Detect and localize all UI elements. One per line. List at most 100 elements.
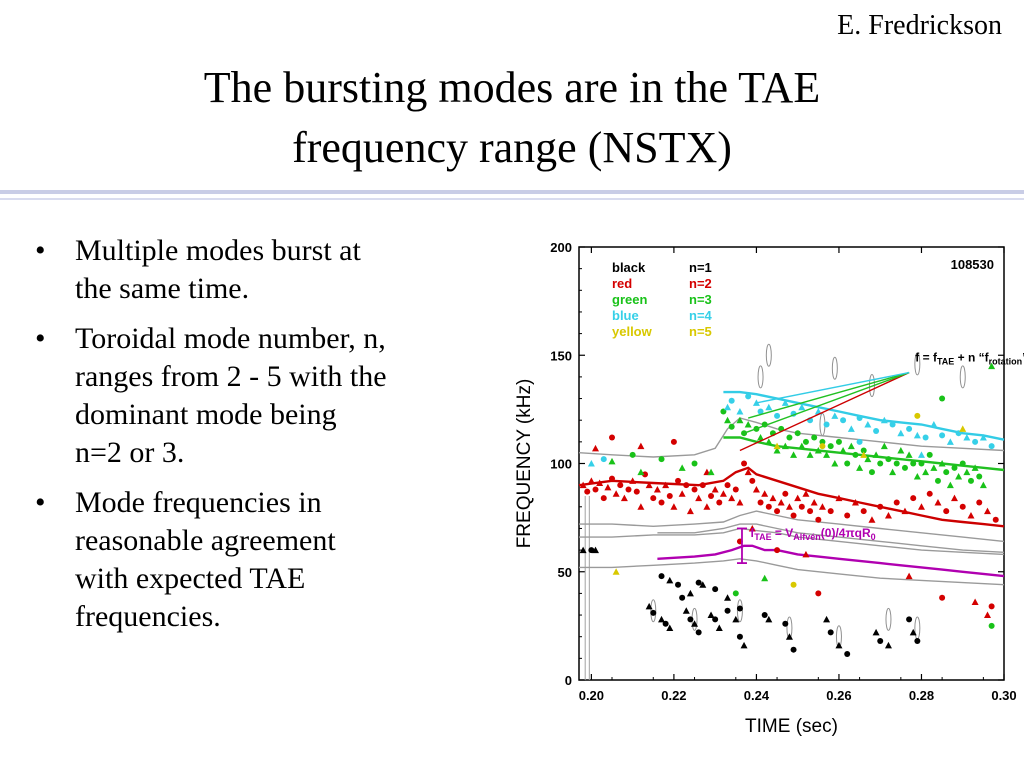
data-point <box>831 460 839 467</box>
data-point <box>943 469 950 476</box>
data-point <box>592 486 599 493</box>
bullet-line: dominant mode being <box>75 398 337 431</box>
spectral-contour <box>885 607 892 631</box>
data-point <box>909 628 917 636</box>
data-point <box>811 434 818 441</box>
chart-svg: 0.20 0.22 0.24 0.26 0.28 0.30 0 50 100 150 200 TIME… <box>514 240 1024 737</box>
data-point <box>971 464 979 471</box>
legend-color-name: yellow <box>612 324 653 339</box>
data-point <box>901 507 909 515</box>
y-tick-label: 150 <box>550 348 572 363</box>
data-point <box>893 460 900 467</box>
data-point <box>691 460 698 467</box>
data-point <box>934 477 941 484</box>
data-point <box>629 451 636 458</box>
data-point <box>798 442 806 450</box>
data-point <box>835 494 843 502</box>
bullet-item: • Multiple modes burst at the same time. <box>30 232 500 308</box>
title-divider-thin <box>0 198 1024 200</box>
data-point <box>695 629 702 636</box>
data-point <box>736 498 744 506</box>
data-point <box>761 612 768 619</box>
data-point <box>782 490 789 497</box>
data-point <box>732 486 739 493</box>
data-point <box>802 438 809 445</box>
data-point <box>983 611 991 619</box>
data-point <box>587 460 595 467</box>
data-point <box>675 581 682 588</box>
data-point <box>666 624 674 632</box>
data-point <box>844 460 851 467</box>
data-point <box>785 633 793 640</box>
data-point <box>979 481 987 489</box>
data-point <box>650 609 657 616</box>
data-point <box>633 488 640 495</box>
data-point <box>679 594 686 601</box>
bullet-line: the same time. <box>75 272 250 305</box>
data-point <box>670 503 678 510</box>
data-point <box>699 581 707 588</box>
data-point <box>897 429 905 437</box>
bullet-item: • Mode frequencies in reasonable agreeme… <box>30 484 500 636</box>
data-point <box>765 503 772 510</box>
data-point <box>662 620 669 627</box>
y-tick-label: 50 <box>558 565 572 580</box>
data-point <box>840 417 847 424</box>
data-point <box>884 511 892 519</box>
data-point <box>658 573 665 580</box>
bullet-dot: • <box>35 486 46 519</box>
data-point <box>856 415 863 422</box>
data-point <box>715 624 723 632</box>
data-point <box>695 494 703 502</box>
annotation-arrow <box>747 371 910 419</box>
data-point <box>724 482 731 489</box>
data-point <box>666 576 674 584</box>
x-tick-label: 0.22 <box>661 688 686 703</box>
data-point <box>773 447 781 454</box>
data-point <box>967 511 975 519</box>
data-point <box>761 574 769 582</box>
data-point <box>851 498 859 506</box>
data-point <box>686 507 694 515</box>
data-point <box>839 447 847 454</box>
data-point <box>600 456 607 463</box>
data-point <box>736 408 744 415</box>
data-point <box>748 524 756 532</box>
data-point <box>868 469 875 476</box>
data-point <box>951 464 958 471</box>
data-point <box>592 546 600 554</box>
data-point <box>860 508 867 515</box>
data-point <box>637 468 645 476</box>
data-point <box>992 516 999 523</box>
data-point <box>794 494 802 502</box>
spectral-contour <box>914 352 921 376</box>
data-point <box>728 423 735 430</box>
data-point <box>637 442 645 450</box>
data-point <box>752 485 760 493</box>
legend-color-name: green <box>612 292 647 307</box>
data-point <box>901 464 908 471</box>
shot-number: 108530 <box>951 257 994 272</box>
data-point <box>765 403 773 411</box>
data-point <box>815 590 822 597</box>
x-tick-label: 0.28 <box>909 688 934 703</box>
annotation-ftae-formula: fTAE = VAlfvén(0)/4πqR0 <box>750 526 875 542</box>
data-point <box>810 498 818 506</box>
data-point <box>873 428 880 435</box>
data-point <box>645 481 653 489</box>
spectral-contour <box>736 599 743 623</box>
bullet-line: Multiple modes burst at <box>75 234 361 267</box>
data-point <box>620 494 628 502</box>
data-point <box>716 499 723 506</box>
data-point <box>790 512 797 519</box>
data-point <box>670 438 677 445</box>
data-point <box>893 499 900 506</box>
data-point <box>786 434 793 441</box>
data-point <box>798 503 805 510</box>
data-point <box>745 393 752 400</box>
bullet-line: with expected TAE <box>75 562 306 595</box>
data-point <box>625 486 632 493</box>
data-point <box>678 490 686 497</box>
x-tick-label: 0.24 <box>744 688 770 703</box>
y-tick-label: 200 <box>550 240 572 255</box>
